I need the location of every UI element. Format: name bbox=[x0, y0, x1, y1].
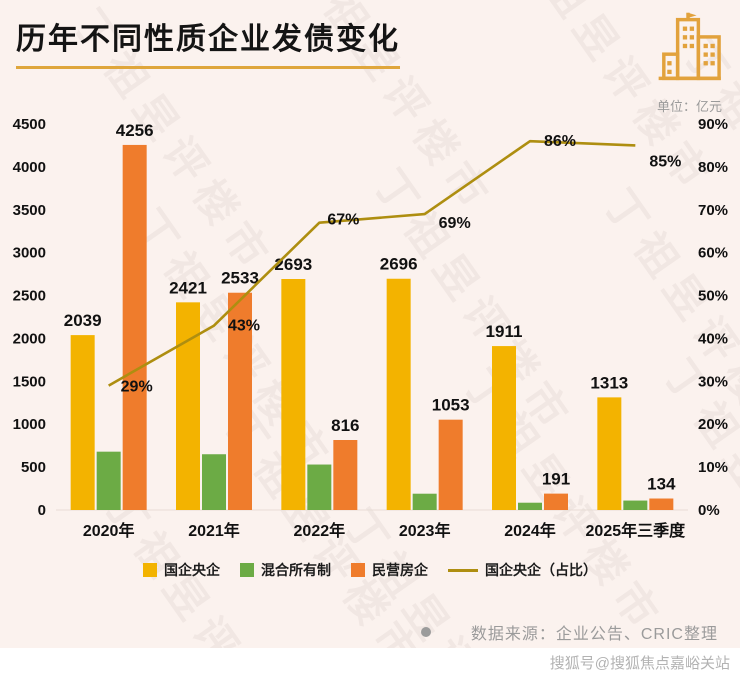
svg-text:85%: 85% bbox=[649, 153, 681, 170]
svg-text:191: 191 bbox=[542, 470, 570, 489]
svg-text:0: 0 bbox=[38, 502, 46, 519]
chart-area: 0 500 1000 1500 2000 2500 3000 3500 4000 4500 0% 10… bbox=[0, 112, 740, 560]
combo-chart-svg: 0 500 1000 1500 2000 2500 3000 3500 4000 4500 0% 10… bbox=[13, 116, 728, 540]
svg-text:500: 500 bbox=[21, 459, 46, 476]
legend-color-swatch bbox=[351, 563, 365, 577]
svg-text:10%: 10% bbox=[698, 459, 728, 476]
legend-item: 国企央企 bbox=[143, 560, 220, 580]
source-bullet-dot bbox=[420, 627, 431, 637]
page-title: 历年不同性质企业发债变化 bbox=[16, 14, 400, 69]
svg-text:67%: 67% bbox=[327, 212, 359, 229]
svg-text:2022年: 2022年 bbox=[294, 521, 346, 540]
svg-text:2020年: 2020年 bbox=[83, 521, 135, 540]
legend-item: 民营房企 bbox=[351, 560, 428, 580]
svg-text:2025年三季度: 2025年三季度 bbox=[586, 521, 687, 540]
svg-text:1313: 1313 bbox=[590, 373, 628, 392]
svg-text:90%: 90% bbox=[698, 116, 728, 133]
svg-text:60%: 60% bbox=[698, 245, 728, 262]
svg-text:816: 816 bbox=[331, 416, 359, 435]
legend-item: 国企央企（占比） bbox=[448, 560, 597, 580]
svg-text:2021年: 2021年 bbox=[188, 521, 240, 540]
svg-text:2039: 2039 bbox=[64, 311, 102, 330]
svg-text:1500: 1500 bbox=[13, 373, 46, 390]
chart-legend: 国企央企 混合所有制 民营房企 国企央企（占比） bbox=[0, 560, 740, 580]
source-row: 数据来源：企业公告、CRIC整理 bbox=[420, 620, 718, 644]
svg-text:3500: 3500 bbox=[13, 202, 46, 219]
unit-label: 单位：亿元 bbox=[656, 99, 722, 114]
svg-text:1053: 1053 bbox=[432, 396, 470, 415]
svg-text:4500: 4500 bbox=[13, 116, 46, 133]
svg-text:2421: 2421 bbox=[169, 278, 207, 297]
buildings-icon bbox=[658, 12, 721, 81]
svg-text:1000: 1000 bbox=[13, 416, 46, 433]
svg-text:2696: 2696 bbox=[380, 255, 418, 274]
svg-text:30%: 30% bbox=[698, 373, 728, 390]
legend-item: 混合所有制 bbox=[240, 560, 331, 580]
legend-label: 国企央企（占比） bbox=[485, 562, 597, 578]
svg-text:2000: 2000 bbox=[13, 330, 46, 347]
legend-label: 民营房企 bbox=[372, 562, 428, 578]
svg-text:40%: 40% bbox=[698, 330, 728, 347]
svg-text:80%: 80% bbox=[698, 159, 728, 176]
svg-text:2023年: 2023年 bbox=[399, 521, 451, 540]
legend-color-swatch bbox=[240, 563, 254, 577]
svg-text:50%: 50% bbox=[698, 288, 728, 305]
legend-label: 国企央企 bbox=[164, 562, 220, 578]
svg-text:70%: 70% bbox=[698, 202, 728, 219]
bottom-strip: 搜狐号@搜狐焦点嘉峪关站 bbox=[0, 648, 740, 676]
svg-text:43%: 43% bbox=[228, 318, 260, 335]
svg-text:0%: 0% bbox=[698, 502, 720, 519]
svg-text:69%: 69% bbox=[439, 215, 471, 232]
svg-text:20%: 20% bbox=[698, 416, 728, 433]
legend-color-swatch bbox=[143, 563, 157, 577]
legend-line-swatch bbox=[448, 568, 478, 572]
svg-text:2693: 2693 bbox=[274, 255, 312, 274]
svg-text:2533: 2533 bbox=[221, 269, 259, 288]
svg-text:29%: 29% bbox=[121, 379, 153, 396]
svg-text:86%: 86% bbox=[544, 133, 576, 150]
sohu-account-tag: 搜狐号@搜狐焦点嘉峪关站 bbox=[549, 654, 730, 672]
svg-text:1911: 1911 bbox=[486, 322, 523, 341]
svg-text:3000: 3000 bbox=[13, 245, 46, 262]
svg-text:2024年: 2024年 bbox=[504, 521, 556, 540]
svg-text:4000: 4000 bbox=[13, 159, 46, 176]
legend-label: 混合所有制 bbox=[261, 562, 331, 578]
svg-text:2500: 2500 bbox=[13, 288, 46, 305]
svg-text:134: 134 bbox=[647, 475, 676, 494]
svg-text:4256: 4256 bbox=[116, 121, 154, 140]
data-source-text: 数据来源：企业公告、CRIC整理 bbox=[470, 626, 718, 643]
